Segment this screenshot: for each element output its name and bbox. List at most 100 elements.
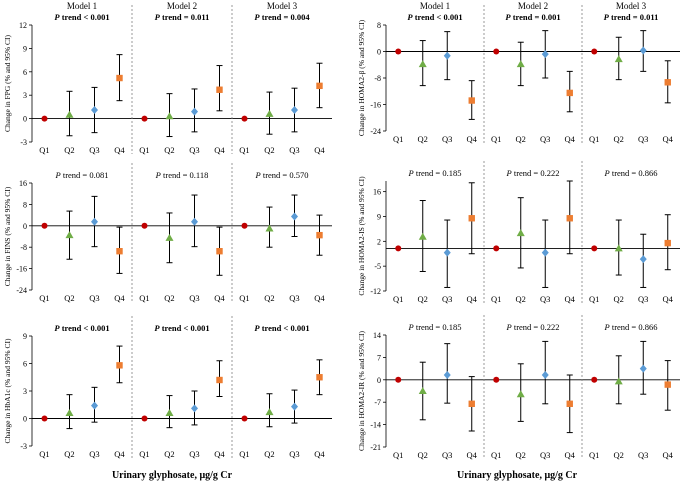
x-tick-label: Q1 (239, 293, 249, 303)
point-q1-marker (141, 415, 148, 422)
point-q1-marker (241, 222, 248, 229)
x-tick-label: Q1 (39, 449, 49, 459)
point-q1-marker (591, 376, 598, 383)
p-trend-label: P trend = 0.011 (155, 12, 210, 22)
y-tick-label: -14 (370, 421, 381, 430)
y-tick-label: 14 (373, 331, 381, 340)
point-q4-marker (468, 97, 475, 104)
point-q3-marker (191, 217, 198, 226)
p-trend-label: P trend = 0.004 (254, 12, 310, 22)
point-q2-marker (418, 232, 427, 240)
y-tick-label: 8 (23, 200, 27, 209)
y-tick-label: -3 (20, 442, 27, 451)
point-q4-marker (468, 400, 475, 407)
point-q4-marker (316, 374, 323, 381)
x-tick-label: Q4 (214, 293, 225, 303)
p-trend-label: P trend = 0.866 (604, 322, 658, 332)
point-q3-marker (443, 248, 451, 257)
x-tick-label: Q3 (540, 450, 550, 460)
y-tick-label: -8 (374, 74, 381, 83)
point-q3-marker (291, 212, 298, 221)
point-q1-marker (493, 245, 500, 252)
x-tick-label: Q2 (418, 294, 428, 304)
y-tick-label: 6 (23, 360, 27, 369)
x-tick-label: Q4 (565, 450, 576, 460)
p-trend-label: P trend < 0.001 (154, 323, 209, 333)
point-q4-marker (216, 86, 223, 93)
y-tick-label: -24 (16, 286, 27, 295)
x-tick-label: Q1 (39, 293, 49, 303)
point-q1-marker (493, 48, 500, 55)
panel-homa-b: -24 -16 -8 0 8 Change in HOMA2-β (% and 95% C… (357, 1, 680, 144)
panel-fpg: -3 0 3 6 9 12 Change in FPG (% and 95% CI) P tr… (3, 1, 332, 155)
y-axis-title: Change in HOMA2-IR (% and 95% CI) (357, 331, 366, 451)
point-q2-marker (516, 229, 525, 237)
p-trend-label: P trend < 0.001 (54, 323, 109, 333)
x-tick-label: Q4 (467, 294, 478, 304)
x-tick-label: Q4 (663, 294, 674, 304)
x-tick-label: Q3 (638, 294, 648, 304)
point-q2-marker (65, 231, 74, 239)
panels-group: -3 0 3 6 9 12 Change in FPG (% and 95% CI) P tr… (3, 1, 680, 460)
x-tick-label: Q4 (663, 134, 674, 144)
x-tick-label: Q2 (164, 449, 174, 459)
point-q3-marker (443, 371, 451, 379)
y-axis-title: Change in HOMA2-β (% and 95% CI) (357, 19, 366, 136)
x-tick-label: Q4 (467, 134, 478, 144)
y-tick-label: 7 (377, 353, 381, 362)
x-tick-label: Q1 (393, 450, 403, 460)
x-tick-label: Q3 (89, 293, 99, 303)
x-axis-title-right: Urinary glyphosate, μg/g Cr (457, 470, 578, 481)
p-trend-label: P trend = 0.185 (408, 168, 462, 178)
point-q1-marker (591, 245, 598, 252)
x-tick-label: Q3 (540, 294, 550, 304)
point-q4-marker (116, 362, 123, 369)
x-tick-label: Q3 (189, 145, 199, 155)
y-tick-label: 8 (377, 21, 381, 30)
point-q4-marker (566, 89, 573, 97)
model-header: Model 2 (167, 1, 197, 11)
point-q2-marker (516, 390, 525, 398)
x-tick-label: Q1 (139, 449, 149, 459)
x-tick-label: Q4 (114, 145, 125, 155)
p-trend-label: P trend = 0.001 (505, 12, 560, 22)
p-trend-label: P trend = 0.570 (255, 170, 309, 180)
x-tick-label: Q4 (565, 134, 576, 144)
point-q3-marker (191, 404, 198, 413)
y-tick-label: 2 (377, 237, 381, 246)
y-tick-label: 16 (19, 179, 27, 188)
p-trend-label: P trend < 0.001 (54, 12, 109, 22)
x-tick-label: Q4 (314, 145, 325, 155)
p-trend-label: P trend = 0.081 (55, 170, 109, 180)
point-q3-marker (191, 107, 198, 116)
y-tick-label: 9 (23, 44, 27, 53)
x-tick-label: Q2 (418, 134, 428, 144)
point-q3-marker (91, 217, 98, 226)
x-tick-label: Q2 (64, 145, 74, 155)
x-tick-label: Q1 (589, 294, 599, 304)
point-q3-marker (291, 106, 298, 115)
x-tick-label: Q4 (314, 293, 325, 303)
x-tick-label: Q4 (565, 294, 576, 304)
point-q1-marker (591, 48, 598, 55)
y-tick-label: 9 (23, 332, 27, 341)
point-q4-marker (116, 248, 123, 255)
x-tick-label: Q2 (516, 450, 526, 460)
x-tick-label: Q3 (189, 293, 199, 303)
x-tick-label: Q1 (39, 145, 49, 155)
x-tick-label: Q3 (189, 449, 199, 459)
y-tick-label: 0 (377, 376, 381, 385)
point-q3-marker (541, 50, 549, 59)
p-trend-label: P trend = 0.185 (408, 322, 462, 332)
p-trend-label: P trend = 0.011 (604, 12, 659, 22)
x-tick-label: Q1 (139, 293, 149, 303)
y-tick-label: -3 (20, 138, 27, 147)
point-q4-marker (664, 79, 671, 86)
point-q4-marker (316, 231, 323, 239)
panel-fins: -24 -16 -8 0 8 16 Change in FINS (% and 95% CI… (3, 163, 332, 303)
point-q1-marker (395, 48, 402, 55)
point-q4-marker (664, 381, 671, 388)
point-q4-marker (216, 376, 223, 384)
point-q2-marker (614, 244, 623, 252)
point-q2-marker (265, 408, 274, 416)
